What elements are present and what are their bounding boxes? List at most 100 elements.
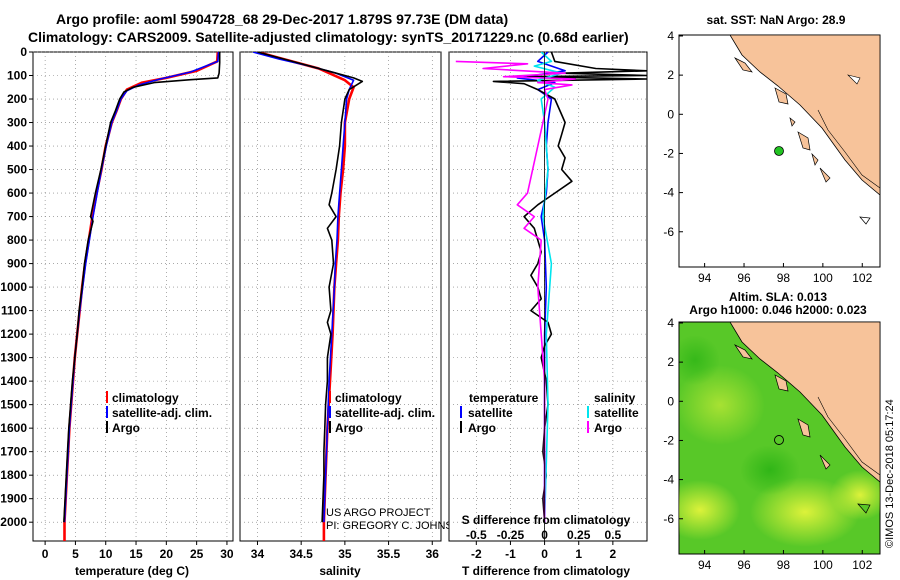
x-tick-label: 15 — [129, 547, 143, 561]
legend-label-climatology: climatology — [112, 391, 179, 405]
figure-title-line1: Argo profile: aoml 5904728_68 29-Dec-201… — [56, 11, 508, 27]
island-sipora — [811, 152, 819, 166]
map-lat-label: 4 — [667, 29, 674, 43]
salinity-panel: 34 34.5 35 35.5 36 salinity climatology sate… — [239, 51, 469, 578]
temperature-panel: 0 5 10 15 20 25 30 0 100 200 300 400 500 600 700 800 90… — [0, 45, 234, 578]
y-tick-label: 800 — [7, 233, 27, 247]
x-tick-label: 5 — [72, 547, 79, 561]
s-tick-label: 0.5 — [605, 528, 622, 542]
y-tick-label: 1700 — [0, 445, 27, 459]
island-siberut — [797, 131, 811, 151]
map-lon-label: 98 — [777, 271, 791, 285]
sla-low-blob — [740, 445, 800, 495]
y-tick-label: 400 — [7, 139, 27, 153]
x-tick-label: 34 — [251, 547, 265, 561]
map-lat-label: -2 — [663, 146, 674, 160]
y-tick-label: 700 — [7, 210, 27, 224]
legend-label-s-satellite: satellite — [594, 406, 639, 420]
y-tick-label: 1000 — [0, 280, 27, 294]
sla-map-title-line1: Altim. SLA: 0.013 — [729, 290, 827, 304]
sumatra-landmass — [729, 322, 880, 483]
y-tick-label: 1100 — [1, 304, 27, 318]
salinity-x-ticks: 34 34.5 35 35.5 36 — [251, 541, 439, 561]
series-argo-line — [63, 52, 221, 523]
x-tick-label: 2 — [610, 547, 617, 561]
y-tick-label: 0 — [20, 45, 27, 59]
legend-label-satellite: satellite-adj. clim. — [112, 406, 212, 420]
island-simeulue — [733, 344, 753, 360]
temperature-series-group — [63, 52, 221, 541]
temperature-legend: climatology satellite-adj. clim. Argo — [106, 391, 212, 435]
y-tick-label: 1800 — [0, 468, 27, 482]
map-lon-label: 100 — [813, 271, 833, 285]
legend-title-salinity: salinity — [594, 391, 636, 405]
s-tick-label: -0.25 — [497, 528, 525, 542]
salinity-x-label: salinity — [319, 564, 361, 578]
depth-y-ticks: 0 100 200 300 400 500 600 700 800 900 1000 1100 1200… — [0, 45, 33, 529]
series-s-sat-line — [533, 52, 563, 523]
sumatra-shelf-line — [817, 109, 880, 189]
island-pagai — [819, 167, 831, 183]
sla-low-blob — [679, 335, 720, 385]
map-lat-label: 4 — [667, 316, 674, 330]
x-tick-label: 35.5 — [377, 547, 401, 561]
y-tick-label: 900 — [7, 257, 27, 271]
x-tick-label: 10 — [99, 547, 113, 561]
y-tick-label: 1600 — [0, 421, 27, 435]
x-tick-label: 30 — [220, 547, 234, 561]
map-lat-label: -2 — [663, 433, 674, 447]
sst-map-axis-ticks: 94 96 98 100 102 4 2 0 -2 -4 -6 — [663, 29, 872, 285]
x-tick-label: -1 — [505, 547, 516, 561]
map-lat-label: -4 — [663, 186, 674, 200]
imos-credit: ©IMOS 13-Dec-2018 05:17:24 — [884, 399, 896, 548]
map-lat-label: -4 — [663, 473, 674, 487]
island-simeulue — [733, 57, 753, 73]
island-nias — [774, 87, 789, 105]
difference-legend: temperature salinity satellite Argo sate… — [460, 391, 639, 435]
map-lon-label: 94 — [698, 271, 712, 285]
x-tick-label: 36 — [426, 547, 440, 561]
temperature-x-label: temperature (deg C) — [75, 564, 189, 578]
map-lat-label: 2 — [667, 355, 674, 369]
x-tick-label: -2 — [471, 547, 482, 561]
y-tick-label: 2000 — [0, 515, 27, 529]
x-tick-label: 34.5 — [289, 547, 313, 561]
difference-x-label: T difference from climatology — [462, 564, 630, 578]
island-enggano — [859, 216, 871, 225]
difference-s-ticks: -0.5 -0.25 0 0.25 0.5 — [466, 528, 622, 542]
sla-high-blob — [679, 480, 740, 540]
y-tick-label: 1900 — [0, 492, 27, 506]
sla-high-blob — [830, 470, 880, 520]
island-siberut — [797, 418, 811, 438]
legend-label-climatology: climatology — [335, 391, 402, 405]
sst-map-panel: sat. SST: NaN Argo: 28.9 94 96 98 100 102 4 2 0… — [663, 13, 881, 285]
difference-x-label-salinity: S difference from climatology — [462, 513, 631, 527]
map-lon-label: 102 — [852, 558, 872, 572]
island-pagai — [819, 454, 831, 470]
credit-project: US ARGO PROJECT — [326, 507, 431, 519]
series-s-argo-line — [455, 60, 577, 523]
map-lon-label: 96 — [737, 558, 751, 572]
s-tick-label: -0.5 — [466, 528, 487, 542]
s-tick-label: 0 — [541, 528, 548, 542]
legend-label-satellite: satellite-adj. clim. — [335, 406, 435, 420]
island-ne — [847, 74, 861, 85]
x-tick-label: 0 — [42, 547, 49, 561]
y-tick-label: 300 — [7, 116, 27, 130]
difference-panel: -2 -1 0 1 2 -0.5 -0.25 0 0.25 0.5 T difference f… — [448, 51, 648, 578]
credit-pi: PI: GREGORY C. JOHNSON — [326, 520, 469, 532]
legend-label-t-satellite: satellite — [468, 406, 513, 420]
sst-map-title: sat. SST: NaN Argo: 28.9 — [707, 13, 846, 27]
salinity-grid — [240, 51, 441, 541]
sumatra-shelf-line — [817, 396, 880, 476]
y-tick-label: 1200 — [0, 327, 27, 341]
island-nias — [774, 374, 789, 392]
y-tick-label: 1500 — [0, 398, 27, 412]
island-batu — [789, 117, 796, 127]
x-tick-label: 20 — [160, 547, 174, 561]
x-tick-label: 35 — [338, 547, 352, 561]
sst-map-land — [729, 35, 880, 225]
map-lat-label: -6 — [663, 225, 674, 239]
s-tick-label: 0.25 — [567, 528, 591, 542]
